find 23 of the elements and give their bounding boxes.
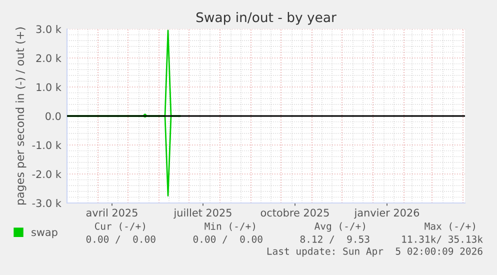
y-tick-label: -3.0 k [32,199,62,208]
y-tick-label: 3.0 k [36,25,62,34]
y-axis-title: pages per second in (-) / out (+) [15,27,26,205]
y-tick-label: -2.0 k [32,170,62,178]
x-tick-label: avril 2025 [86,208,138,217]
y-tick-label: 1.0 k [36,83,62,92]
y-tick-label: 2.0 k [36,54,62,62]
text: 8.12 / 9.53 [300,235,370,244]
text: 0.00 / 0.00 [193,235,262,244]
text: Max (-/+) [424,222,475,231]
y-tick-label: 0.0 [46,112,61,120]
text: Cur (-/+) [94,222,145,231]
x-tick-label: janvier 2026 [354,208,420,219]
text: 0.00 / 0.00 [86,235,156,244]
y-tick-label: -1.0 k [32,141,62,150]
text: 11.31k/ 35.13k [402,235,483,244]
text: Last update: Sun Apr 5 02:00:09 2026 [267,247,482,257]
text: Min (-/+) [204,222,255,231]
text: Avg (-/+) [314,222,365,232]
x-tick-label: octobre 2025 [260,208,329,217]
x-tick-label: juillet 2025 [174,208,232,219]
chart-title: Swap in/out - by year [196,12,336,25]
legend-label: swap [32,230,58,238]
